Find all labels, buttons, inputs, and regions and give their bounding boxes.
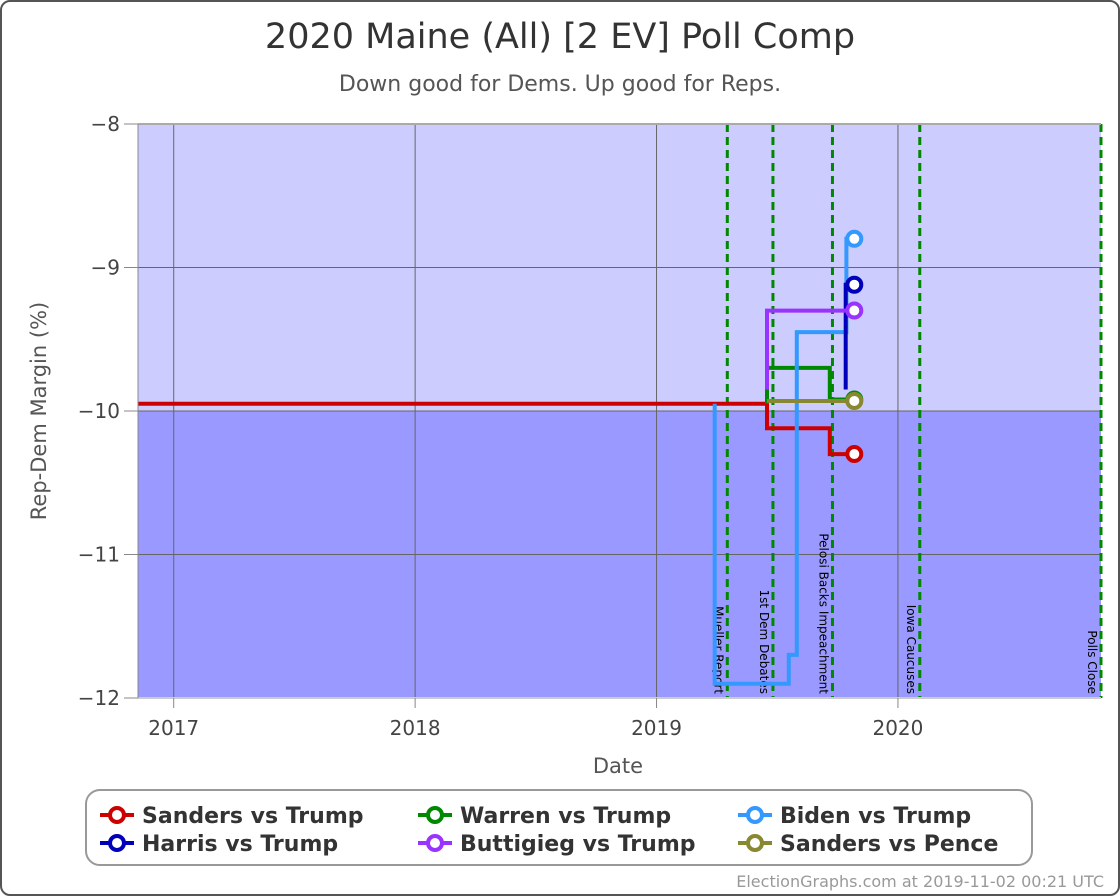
series-end-marker-2 — [845, 229, 864, 248]
event-label-1: 1st Dem Debates — [757, 590, 771, 694]
series-end-marker-4 — [845, 301, 864, 320]
legend-swatch-marker-5 — [746, 834, 764, 852]
y-tick-label-1: −9 — [91, 256, 120, 280]
legend-box — [85, 789, 1033, 866]
series-end-marker-5 — [845, 391, 864, 410]
x-tick-label-0: 2017 — [148, 716, 199, 740]
legend-swatch-marker-1 — [426, 806, 444, 824]
event-label-3: Iowa Caucuses — [904, 605, 918, 694]
legend-label-1: Warren vs Trump — [460, 804, 671, 829]
x-tick-label-2: 2019 — [631, 716, 682, 740]
y-tick-label-4: −12 — [78, 686, 120, 710]
chart-title: 2020 Maine (All) [2 EV] Poll Comp — [265, 17, 855, 57]
series-line-4 — [765, 308, 855, 390]
x-tick-label-3: 2020 — [872, 716, 923, 740]
legend-swatch-marker-3 — [108, 834, 126, 852]
series-end-marker-3 — [845, 275, 864, 294]
x-tick-label-1: 2018 — [390, 716, 441, 740]
legend-label-4: Buttigieg vs Trump — [460, 832, 696, 857]
legend-label-2: Biden vs Trump — [780, 804, 971, 829]
legend-swatch-marker-2 — [746, 806, 764, 824]
legend-swatch-marker-4 — [426, 834, 444, 852]
series-end-marker-0 — [845, 445, 864, 464]
y-tick-label-3: −11 — [78, 543, 120, 567]
legend-swatch-marker-0 — [108, 806, 126, 824]
event-label-2: Pelosi Backs Impeachment — [816, 533, 830, 694]
event-label-4: Polls Close — [1085, 630, 1099, 694]
legend-label-3: Harris vs Trump — [142, 832, 338, 857]
chart-subtitle: Down good for Dems. Up good for Reps. — [339, 72, 781, 97]
x-axis-title: Date — [593, 754, 643, 778]
y-tick-label-2: −10 — [78, 399, 120, 423]
legend-label-5: Sanders vs Pence — [780, 832, 998, 857]
legend-label-0: Sanders vs Trump — [142, 804, 364, 829]
credit-text: ElectionGraphs.com at 2019-11-02 00:21 U… — [736, 872, 1104, 891]
y-axis-title: Rep-Dem Margin (%) — [27, 302, 51, 520]
series-line-2 — [712, 236, 855, 686]
y-tick-label-0: −8 — [91, 112, 120, 136]
